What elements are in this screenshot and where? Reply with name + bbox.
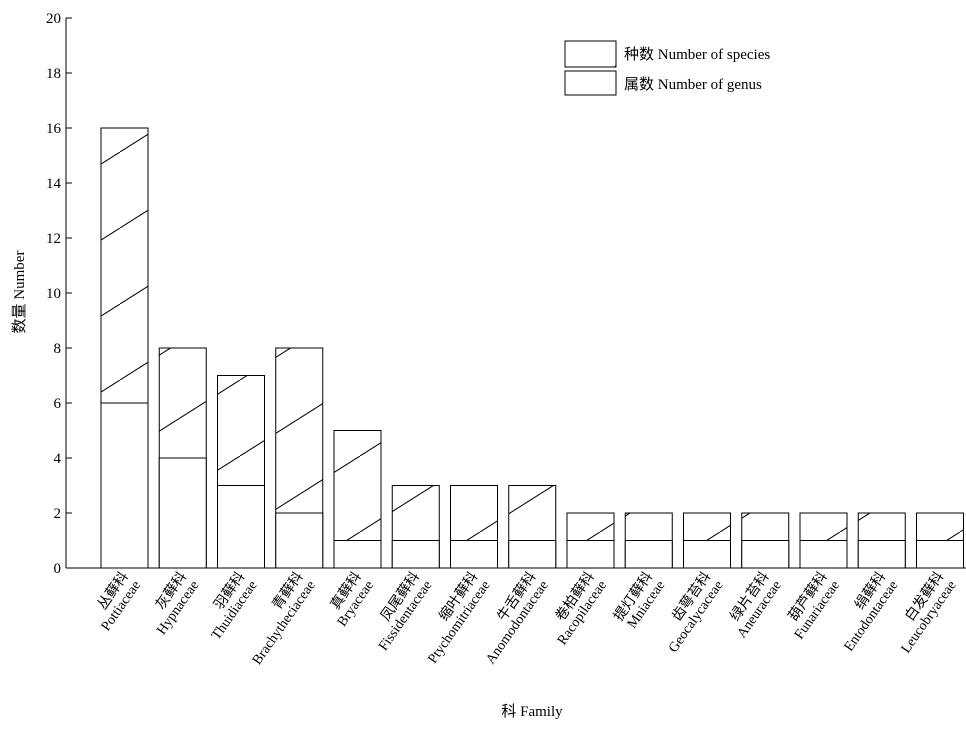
bar-genus-ptychomitriaceae <box>450 540 498 569</box>
x-tick-label: 卷柏藓科Racopilaceae <box>542 569 610 648</box>
x-tick-label: 绿片苔科Aneuraceae <box>721 569 785 641</box>
legend-swatch-species <box>564 40 617 68</box>
legend-swatch-genus <box>564 70 617 96</box>
legend-label-species: 种数 Number of species <box>624 46 770 63</box>
y-tick-label: 10 <box>46 286 61 302</box>
legend: 种数 Number of species 属数 Number of genus <box>564 40 770 96</box>
y-tick-label: 18 <box>46 66 61 82</box>
x-tick-label: 齿萼苔科Geocalycaceae <box>652 569 726 656</box>
bar-genus-brachytheciaceae <box>275 512 324 569</box>
x-tick-label: 灰藓科Hypnaceae <box>141 569 202 638</box>
bar-genus-hypnaceae <box>158 457 207 569</box>
y-tick-label: 8 <box>54 341 62 357</box>
legend-label-genus: 属数 Number of genus <box>624 76 762 93</box>
bar-genus-fissidentaceae <box>391 540 440 569</box>
y-tick-label: 6 <box>54 396 62 412</box>
y-tick-label: 12 <box>46 231 61 247</box>
x-tick-label: 羽藓科Thuidiaceae <box>196 569 261 643</box>
bar-genus-leucobryaceae <box>916 540 964 569</box>
bar-genus-anomodontaceae <box>508 540 557 569</box>
y-tick-label: 4 <box>54 451 62 467</box>
bar-genus-pottiaceae <box>100 402 149 569</box>
x-tick-label: 葫芦藓科Funariaceae <box>779 569 843 642</box>
y-tick-label: 2 <box>54 506 62 522</box>
x-axis-label: 科 Family <box>501 703 563 720</box>
x-tick-label: 凤尾藓科Fissidentaceae <box>363 569 435 654</box>
y-tick-label: 0 <box>54 561 62 577</box>
y-axis-label: 数量 Number <box>11 251 28 334</box>
axes: 0 2 4 6 8 10 12 14 16 18 20 <box>46 11 966 577</box>
bar-genus-mniaceae <box>624 540 673 569</box>
bars-layer: 丛藓科Pottiaceae 灰藓科Hypnaceae 羽藓科Thuidiaceae 青… <box>86 127 964 668</box>
y-tick-label: 16 <box>46 121 62 137</box>
bar-genus-bryaceae <box>333 540 382 569</box>
bar-genus-geocalycaceae <box>683 540 731 569</box>
x-tick-label: 提灯藓科Mniaceae <box>611 569 669 633</box>
bar-genus-racopilaceae <box>566 540 615 569</box>
x-tick-label: 白发藓科Leucobryaceae <box>886 569 960 656</box>
bar-genus-aneuraceae <box>741 540 790 569</box>
y-tick-label: 20 <box>46 11 61 27</box>
x-tick-label: 真藓科Bryaceae <box>322 569 377 629</box>
bar-genus-thuidiaceae <box>217 485 265 569</box>
y-tick-label: 14 <box>46 176 62 192</box>
x-tick-label: 绢藓科Entodontaceae <box>829 569 902 654</box>
bar-genus-funariaceae <box>799 540 848 569</box>
bar-genus-entodontaceae <box>857 540 906 569</box>
x-tick-label: 丛藓科Pottiaceae <box>86 569 144 634</box>
